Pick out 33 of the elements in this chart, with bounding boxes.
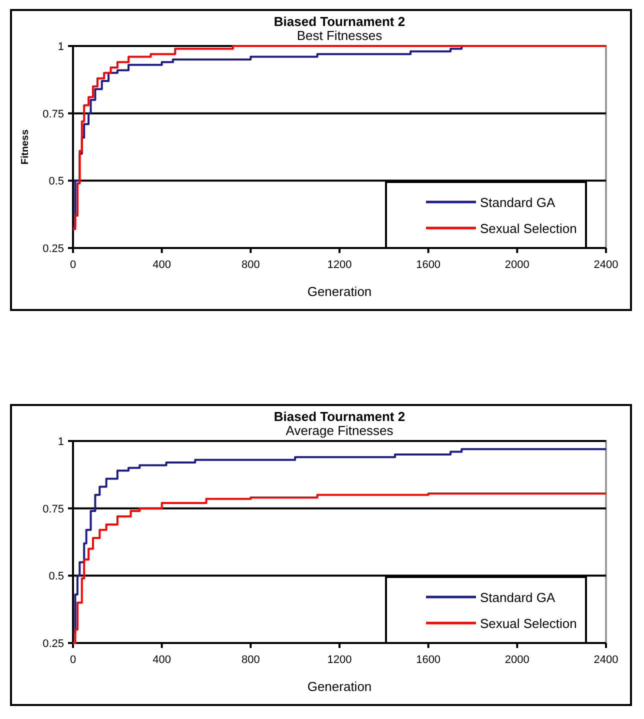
x-tick-label: 0 xyxy=(70,654,76,666)
y-tick-label: 0.25 xyxy=(42,638,64,650)
y-tick-label: 1 xyxy=(58,41,64,53)
chart-title: Biased Tournament 2 xyxy=(274,409,406,424)
y-tick-label: 1 xyxy=(58,436,64,448)
x-tick-label: 2400 xyxy=(594,654,618,666)
legend-label: Sexual Selection xyxy=(480,221,577,236)
x-tick-label: 800 xyxy=(241,654,260,666)
x-axis-title: Generation xyxy=(307,679,372,694)
x-tick-label: 400 xyxy=(152,654,172,666)
y-tick-label: 0.5 xyxy=(48,570,64,583)
x-tick-label: 0 xyxy=(70,259,76,271)
chart-subtitle: Best Fitnesses xyxy=(296,28,383,43)
legend-label: Standard GA xyxy=(480,590,556,605)
x-tick-label: 400 xyxy=(152,259,172,271)
chart-subtitle: Average Fitnesses xyxy=(286,423,394,438)
x-tick-label: 2000 xyxy=(504,259,530,271)
chart-title: Biased Tournament 2 xyxy=(274,14,406,29)
x-axis-title: Generation xyxy=(307,284,372,299)
y-tick-label: 0.75 xyxy=(42,503,64,516)
x-tick-label: 2000 xyxy=(504,654,530,666)
legend-label: Sexual Selection xyxy=(480,616,577,631)
x-tick-label: 1200 xyxy=(327,259,352,271)
x-tick-label: 800 xyxy=(241,259,260,271)
y-tick-label: 0.25 xyxy=(42,243,64,255)
legend-label: Standard GA xyxy=(480,195,556,210)
y-axis-title: Fitness xyxy=(20,129,31,165)
y-tick-label: 0.75 xyxy=(42,108,64,120)
y-tick-label: 0.5 xyxy=(48,176,64,188)
x-tick-label: 2400 xyxy=(594,259,618,271)
x-tick-label: 1600 xyxy=(416,654,441,666)
x-tick-label: 1600 xyxy=(416,259,441,271)
x-tick-label: 1200 xyxy=(327,654,352,666)
